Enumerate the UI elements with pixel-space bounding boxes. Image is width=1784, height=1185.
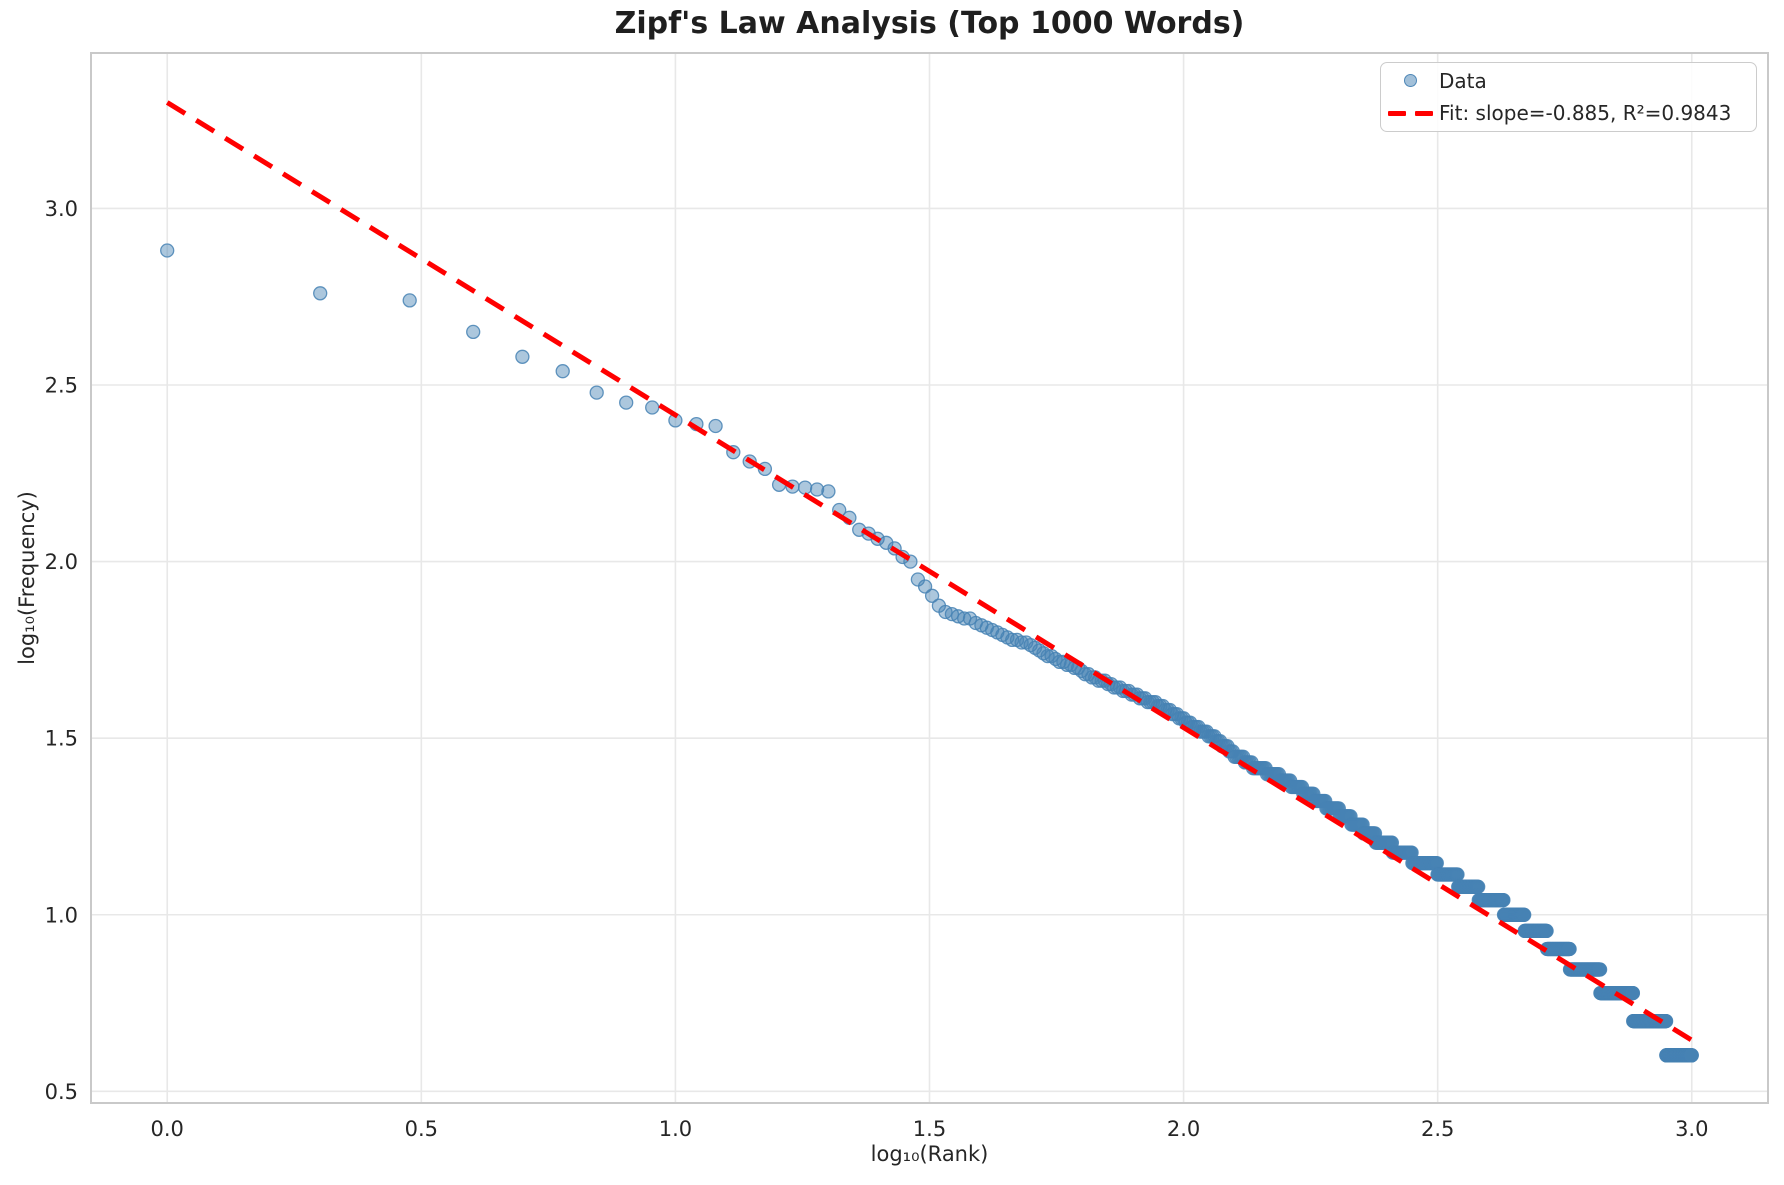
y-tick-label: 1.5: [45, 727, 78, 751]
y-tick-label: 3.0: [45, 197, 78, 221]
legend-label-data: Data: [1439, 68, 1487, 93]
x-tick-label: 1.5: [913, 1117, 946, 1141]
fit-line: [165, 100, 1694, 1043]
legend: Data Fit: slope=-0.885, R²=0.9843: [1380, 62, 1757, 132]
x-tick-label: 2.5: [1421, 1117, 1454, 1141]
x-tick-label: 0.5: [405, 1117, 438, 1141]
dashed-line-icon: [1387, 110, 1433, 116]
y-tick-label: 0.5: [45, 1080, 78, 1104]
legend-label-fit: Fit: slope=-0.885, R²=0.9843: [1439, 101, 1732, 126]
legend-entry-data: Data: [1381, 66, 1756, 96]
legend-entry-fit: Fit: slope=-0.885, R²=0.9843: [1381, 98, 1756, 128]
x-axis-label: log₁₀(Rank): [870, 1142, 989, 1166]
x-tick-label: 3.0: [1675, 1117, 1708, 1141]
x-tick-label: 1.0: [659, 1117, 692, 1141]
scatter-marker-icon: [1403, 74, 1417, 88]
y-tick-label: 2.5: [45, 373, 78, 397]
grid-layer: [91, 53, 1768, 1103]
tick-labels: 0.0 0.5 1.0 1.5 2.0 2.5 3.0 0.5 1.0 1.5 2.0 2.5 3.0: [45, 197, 1709, 1141]
chart-title: Zipf's Law Analysis (Top 1000 Words): [614, 6, 1245, 41]
y-tick-label: 2.0: [45, 550, 78, 574]
y-tick-label: 1.0: [45, 903, 78, 927]
x-tick-label: 0.0: [151, 1117, 184, 1141]
y-axis-label: log₁₀(Frequency): [15, 491, 39, 665]
plot-border: [90, 52, 1769, 1104]
x-tick-label: 2.0: [1167, 1117, 1200, 1141]
